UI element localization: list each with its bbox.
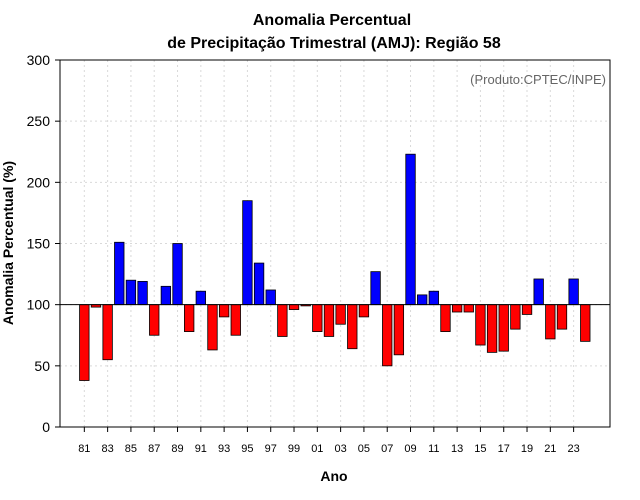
x-tick-label: 15: [474, 443, 486, 455]
x-tick-label: 09: [404, 443, 416, 455]
x-tick-label: 87: [148, 443, 160, 455]
bar-84: [114, 241, 125, 306]
bar-05: [358, 304, 370, 318]
bar-95: [242, 200, 253, 306]
bar-08: [393, 304, 405, 356]
bar-98: [277, 304, 288, 337]
bar-01: [312, 304, 323, 332]
bar-14: [463, 304, 474, 313]
x-tick-label: 11: [428, 443, 439, 455]
x-tick-label: 01: [311, 443, 323, 455]
bars: [79, 153, 591, 381]
y-tick-label: 250: [27, 113, 51, 129]
x-axis-label: Ano: [320, 468, 347, 484]
bar-13: [451, 304, 463, 313]
bar-86: [137, 281, 148, 306]
bar-07: [382, 304, 393, 367]
bar-04: [347, 304, 358, 350]
y-tick-label: 100: [27, 297, 51, 313]
x-tick-label: 89: [171, 443, 183, 455]
chart-subtitle: de Precipitação Trimestral (AMJ): Região…: [167, 35, 501, 52]
bar-22: [556, 304, 568, 330]
bar-87: [149, 304, 160, 336]
bar-03: [335, 304, 346, 325]
y-tick-label: 200: [27, 174, 51, 190]
credit-text: (Produto:CPTEC/INPE): [470, 72, 606, 87]
x-tick-label: 97: [265, 443, 277, 455]
bar-97: [265, 289, 276, 306]
x-tick-label: 05: [358, 443, 370, 455]
bar-81: [79, 304, 90, 381]
bar-92: [207, 304, 218, 351]
x-tick-label: 03: [335, 443, 347, 455]
bar-11: [428, 290, 439, 306]
grid: [60, 60, 610, 427]
bar-90: [184, 304, 195, 332]
bar-99: [288, 304, 300, 310]
bar-09: [405, 153, 416, 306]
x-tick-label: 07: [381, 443, 393, 455]
bar-23: [568, 278, 579, 306]
x-tick-label: 17: [498, 443, 510, 455]
x-tick-label: 19: [521, 443, 533, 455]
bar-12: [440, 304, 451, 332]
x-tick-label: 21: [544, 443, 556, 455]
bar-02: [323, 304, 335, 337]
y-tick-label: 300: [27, 52, 51, 68]
bar-20: [533, 278, 544, 306]
bar-91: [195, 290, 206, 306]
x-tick-label: 91: [195, 443, 207, 455]
y-tick-label: 0: [42, 419, 50, 435]
y-axis-label: Anomalia Percentual (%): [0, 161, 16, 325]
bar-88: [160, 285, 172, 306]
bar-06: [370, 271, 381, 306]
bar-15: [475, 304, 486, 346]
x-tick-label: 85: [125, 443, 137, 455]
bar-18: [510, 304, 521, 330]
y-tick-label: 150: [27, 236, 51, 252]
bar-96: [253, 262, 265, 306]
bar-89: [172, 243, 183, 306]
bar-94: [230, 304, 241, 336]
bar-10: [417, 294, 428, 306]
chart-title: Anomalia Percentual: [253, 12, 411, 29]
bar-19: [521, 304, 533, 315]
bar-93: [218, 304, 230, 318]
bar-16: [486, 304, 498, 353]
x-tick-label: 95: [241, 443, 253, 455]
bar-21: [545, 304, 556, 340]
bar-24: [580, 304, 591, 342]
y-tick-label: 50: [34, 358, 50, 374]
bar-85: [125, 279, 137, 306]
bar-17: [498, 304, 509, 352]
bar-83: [102, 304, 113, 361]
y-axis: 0 50 100 150 200 250 300: [27, 52, 60, 435]
x-tick-label: 81: [78, 443, 90, 455]
x-tick-label: 13: [451, 443, 463, 455]
x-tick-label: 23: [568, 443, 580, 455]
x-tick-label: 83: [102, 443, 114, 455]
x-tick-label: 99: [288, 443, 300, 455]
x-axis: 81 83 85 87 89 91 93 95 97 99 01 03 05 07 09 11 13 15 17 19…: [78, 427, 580, 455]
x-tick-label: 93: [218, 443, 230, 455]
